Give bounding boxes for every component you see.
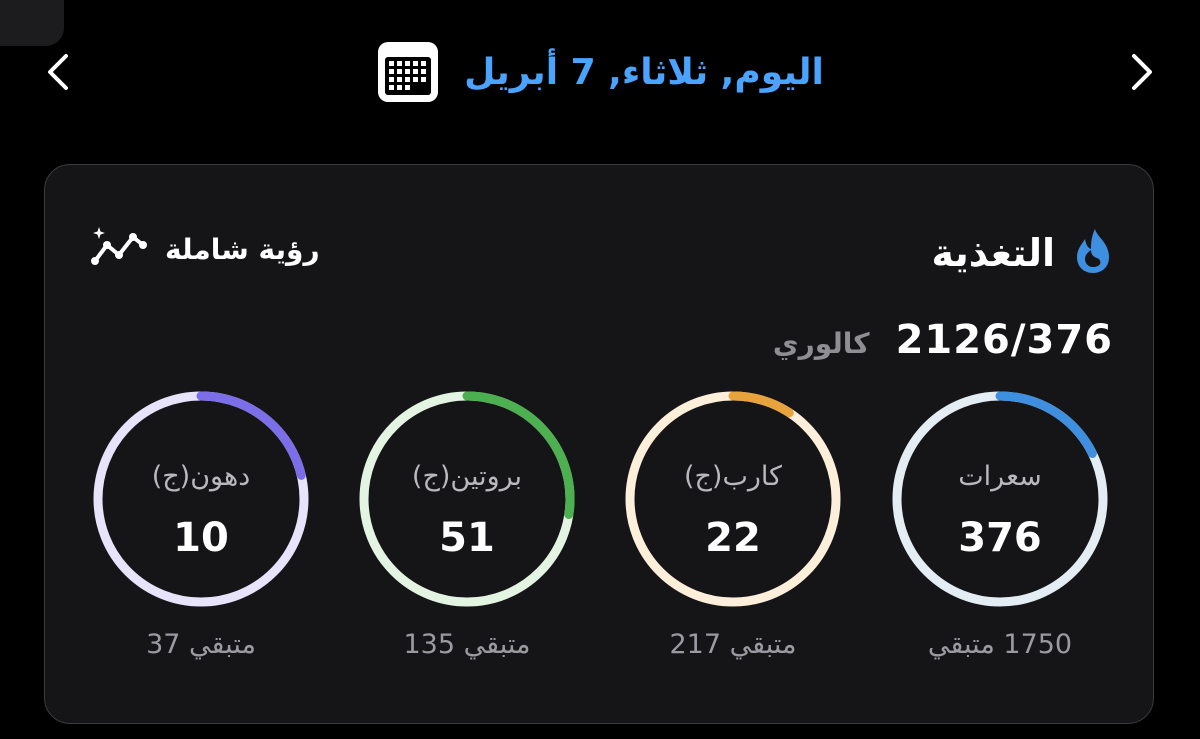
fat-ring-progress xyxy=(93,391,309,607)
date-selector: اليوم, ثلاثاء, 7 أبريل xyxy=(0,30,1200,114)
ring-fat[interactable]: دهون(ج) 10 xyxy=(91,389,311,609)
ring-carbs-remaining: متبقي 217 xyxy=(669,629,797,660)
calories-ring-progress xyxy=(892,391,1108,607)
nutrition-card[interactable]: التغذية رؤية شاملة كالوري 2126/376 xyxy=(44,164,1154,724)
ring-fat-value: 10 xyxy=(173,515,229,561)
ring-calories-label: سعرات xyxy=(958,461,1042,492)
calories-progress-ring xyxy=(892,391,1108,607)
ring-protein-value: 51 xyxy=(439,515,495,561)
ring-calories[interactable]: سعرات 376 xyxy=(890,389,1110,609)
next-day-button[interactable] xyxy=(1114,44,1170,100)
previous-day-button[interactable] xyxy=(30,44,86,100)
carbs-ring-progress xyxy=(625,391,841,607)
flame-icon xyxy=(1073,227,1113,279)
date-navigation-bar: اليوم, ثلاثاء, 7 أبريل xyxy=(0,30,1200,114)
chevron-right-icon xyxy=(1132,54,1152,90)
ring-calories-value: 376 xyxy=(958,515,1042,561)
nutrition-title: التغذية xyxy=(931,227,1113,279)
window-corner xyxy=(0,0,64,46)
ring-carbs-value: 22 xyxy=(705,515,761,561)
ring-calories-remaining: 1750 متبقي xyxy=(927,629,1073,660)
ring-carbs-label: كارب(ج) xyxy=(683,461,783,492)
ring-protein[interactable]: بروتين(ج) 51 xyxy=(357,389,577,609)
calories-summary: كالوري 2126/376 xyxy=(773,317,1113,363)
carbs-ring-track xyxy=(625,391,841,607)
calories-unit: كالوري xyxy=(772,327,870,360)
trend-sparkle-icon xyxy=(89,225,149,273)
ring-fat-remaining: متبقي 37 xyxy=(146,629,256,660)
ring-fat-label: دهون(ج) xyxy=(151,461,251,492)
carbs-progress-ring xyxy=(625,391,841,607)
ring-protein-label: بروتين(ج) xyxy=(411,461,523,492)
calendar-icon[interactable] xyxy=(376,40,440,104)
fat-progress-ring xyxy=(93,391,309,607)
chevron-left-icon xyxy=(48,54,68,90)
protein-progress-ring xyxy=(359,391,575,607)
protein-ring-progress xyxy=(359,391,575,607)
nutrition-title-text: التغذية xyxy=(931,231,1055,275)
overview-label: رؤية شاملة xyxy=(165,232,320,266)
ring-protein-remaining: متبقي 135 xyxy=(403,629,531,660)
overview-button[interactable]: رؤية شاملة xyxy=(89,225,320,273)
calories-total: 2126/376 xyxy=(895,317,1113,363)
current-date-label[interactable]: اليوم, ثلاثاء, 7 أبريل xyxy=(464,51,824,93)
ring-carbs[interactable]: كارب(ج) 22 xyxy=(623,389,843,609)
